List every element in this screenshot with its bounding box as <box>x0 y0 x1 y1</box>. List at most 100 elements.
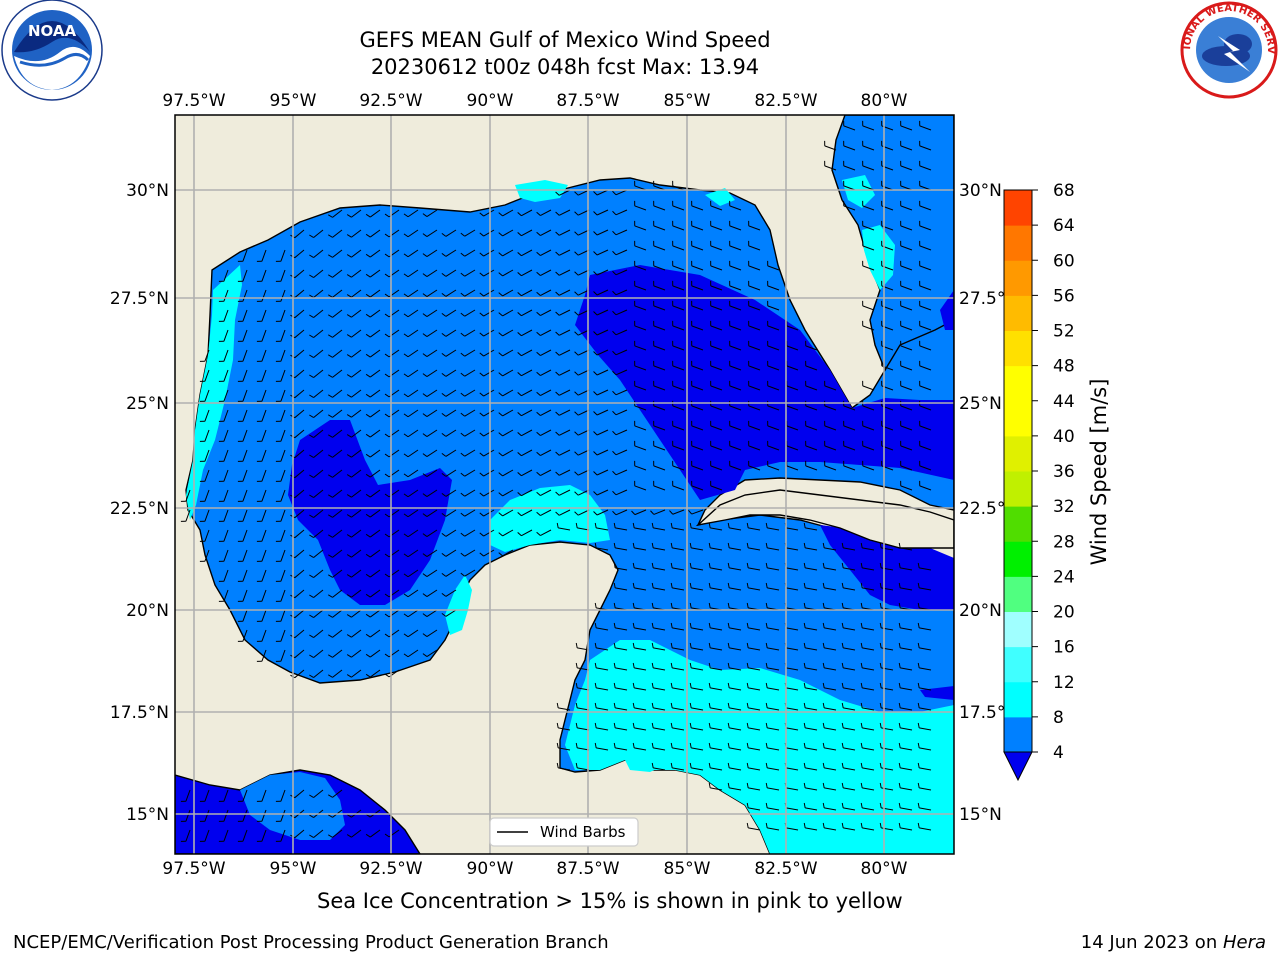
wind-barb <box>407 409 419 418</box>
wind-barb <box>691 687 704 691</box>
wind-barb-flag <box>346 354 352 358</box>
wind-barb <box>502 409 514 417</box>
wind-barb <box>313 469 324 478</box>
wind-barb <box>919 627 932 631</box>
wind-barb <box>653 509 666 515</box>
wind-barb <box>710 325 723 331</box>
wind-barb-flag <box>365 453 371 458</box>
wind-barb <box>919 325 932 331</box>
wind-barb <box>332 569 343 578</box>
wind-barb <box>900 225 913 231</box>
wind-barb-flag <box>613 642 616 649</box>
wind-barb <box>805 647 818 651</box>
wind-barb-flag <box>917 742 920 749</box>
wind-barb <box>919 165 932 171</box>
wind-barb <box>540 369 552 376</box>
wind-barb <box>445 429 457 437</box>
wind-barb <box>805 807 818 811</box>
wind-barb-flag <box>727 622 730 629</box>
wind-barb-flag <box>346 614 352 618</box>
colorbar-tick-label: 4 <box>1053 743 1064 763</box>
wind-barb <box>748 465 761 471</box>
wind-barb <box>596 369 609 376</box>
wind-barb-flag <box>536 491 541 496</box>
wind-barb <box>843 647 856 651</box>
wind-barb <box>919 465 932 471</box>
wind-barb <box>767 727 780 731</box>
wind-barb-flag <box>632 622 635 629</box>
wind-barb-flag <box>917 602 920 609</box>
wind-barb <box>672 465 685 471</box>
wind-barb-flag <box>594 522 597 529</box>
wind-barb <box>786 345 799 351</box>
wind-barb-flag <box>479 212 484 217</box>
latitude-label: 30°N <box>959 181 1002 201</box>
wind-barb <box>502 429 514 437</box>
wind-barb-flag <box>309 654 314 658</box>
wind-barb <box>900 305 913 311</box>
wind-barb <box>900 285 913 291</box>
wind-barb-flag <box>879 722 882 729</box>
wind-barb-flag <box>746 602 749 609</box>
wind-barb <box>426 509 438 517</box>
wind-barb-flag <box>536 311 541 316</box>
wind-barb <box>615 627 628 631</box>
wind-barb <box>596 527 609 531</box>
wind-barb-flag <box>403 653 409 658</box>
wind-barb-flag <box>460 492 466 497</box>
wind-barb-flag <box>727 582 730 589</box>
wind-barb <box>464 489 476 497</box>
wind-barb-flag <box>860 682 863 689</box>
wind-barb-flag <box>727 602 730 609</box>
wind-barb <box>710 707 723 711</box>
wind-barb-flag <box>441 412 447 417</box>
wind-barb <box>767 385 780 391</box>
wind-barb-flag <box>460 452 466 457</box>
wind-barb-flag <box>746 642 749 649</box>
wind-barb <box>596 687 609 691</box>
wind-barb <box>596 309 609 316</box>
wind-barb-flag <box>879 782 882 789</box>
wind-barb <box>919 787 932 791</box>
latitude-label: 30°N <box>126 181 169 201</box>
wind-barb-flag <box>612 250 617 256</box>
wind-barb-flag <box>498 292 503 297</box>
wind-barb-flag <box>594 622 597 629</box>
wind-barb-flag <box>328 274 333 278</box>
wind-barb-flag <box>309 374 314 378</box>
wind-barb <box>559 469 571 476</box>
wind-barb <box>540 489 552 496</box>
wind-barb-flag <box>479 512 484 517</box>
wind-barb <box>351 409 362 418</box>
wind-barb-flag <box>309 674 314 678</box>
wind-barb-flag <box>822 722 825 729</box>
wind-barb <box>653 225 666 231</box>
wind-barb <box>862 165 875 171</box>
wind-barb <box>691 485 704 491</box>
wind-barb <box>294 429 305 439</box>
wind-barb <box>919 345 932 351</box>
wind-barb-flag <box>536 531 541 536</box>
wind-barb <box>204 509 210 522</box>
wind-barb <box>223 449 229 462</box>
wind-barb <box>577 249 590 256</box>
moderate-wind-region <box>445 575 472 635</box>
wind-barb <box>407 249 419 258</box>
wind-barb <box>710 345 723 351</box>
wind-barb <box>204 829 210 842</box>
wind-barb <box>862 687 875 691</box>
wind-barb-flag <box>613 582 616 589</box>
wind-barb <box>634 385 647 391</box>
low-wind-region <box>575 265 954 500</box>
wind-barb-flag <box>689 742 692 749</box>
wind-barb-flag <box>536 231 541 236</box>
wind-barb-flag <box>328 534 333 538</box>
wind-barb-flag <box>612 450 617 456</box>
wind-barb <box>786 707 799 711</box>
wind-barb-flag <box>346 454 352 458</box>
wind-barb-flag <box>689 602 692 609</box>
wind-barb-flag <box>708 662 711 669</box>
wind-barb <box>767 547 780 551</box>
wind-barb <box>280 349 286 362</box>
wind-barb <box>634 547 647 551</box>
